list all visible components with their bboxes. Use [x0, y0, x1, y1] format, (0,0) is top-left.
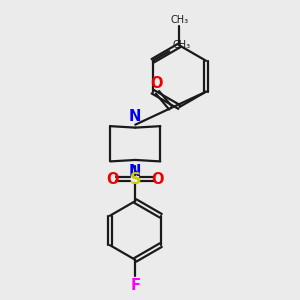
- Text: F: F: [130, 278, 140, 293]
- Text: CH₃: CH₃: [170, 15, 188, 25]
- Text: N: N: [129, 109, 142, 124]
- Text: O: O: [150, 76, 162, 91]
- Text: N: N: [129, 164, 142, 179]
- Text: O: O: [106, 172, 119, 187]
- Text: S: S: [130, 172, 141, 187]
- Text: CH₃: CH₃: [172, 40, 190, 50]
- Text: O: O: [152, 172, 164, 187]
